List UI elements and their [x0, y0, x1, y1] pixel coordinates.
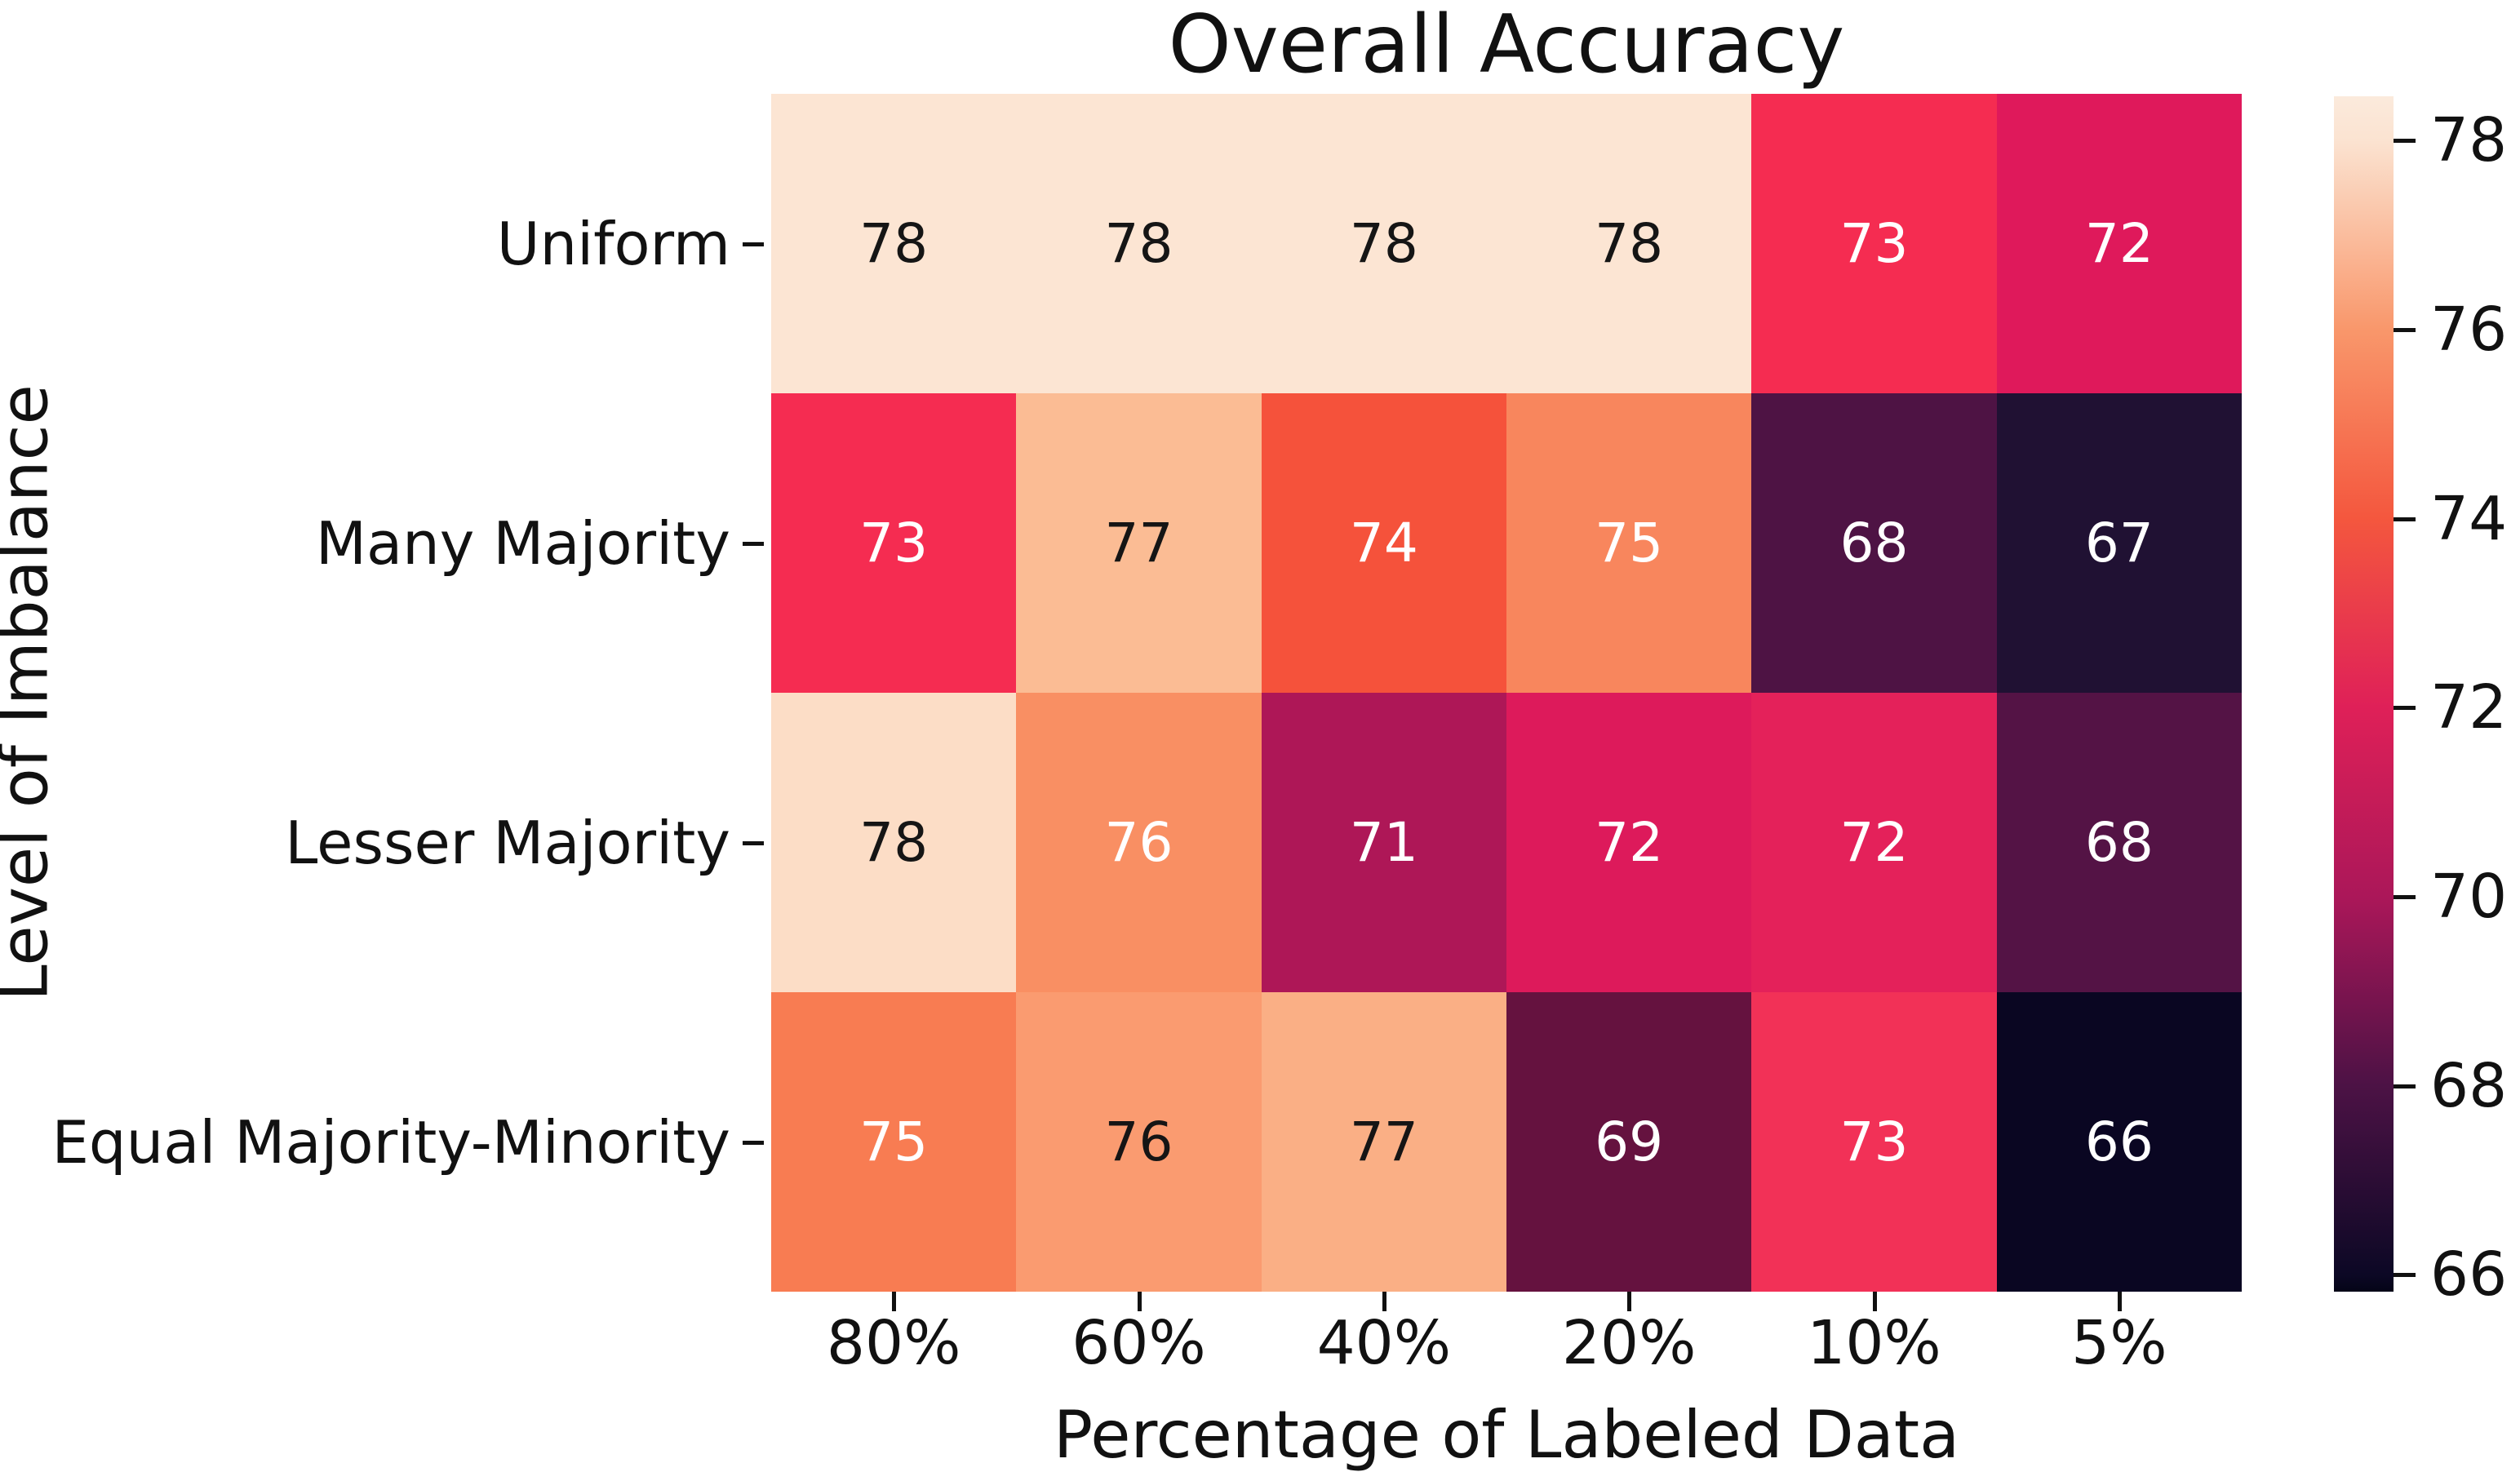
cell-value: 78 [859, 211, 929, 275]
cell-value: 74 [1349, 511, 1418, 574]
colorbar-tick-mark [2394, 894, 2416, 899]
heatmap-cell: 77 [1261, 992, 1506, 1292]
heatmap-cell: 71 [1261, 693, 1506, 992]
colorbar-tick-label: 70 [2430, 861, 2508, 932]
heatmap-grid: 78 78 78 78 73 72 73 77 74 75 68 67 78 76 71 72 72 68 75 76… [771, 94, 2242, 1292]
cell-value: 77 [1104, 511, 1173, 574]
x-tick-label: 60% [1071, 1308, 1206, 1378]
heatmap-cell: 77 [1016, 393, 1262, 693]
heatmap-cell: 72 [1506, 693, 1752, 992]
cell-value: 73 [859, 511, 929, 574]
heatmap-cell: 75 [1506, 393, 1752, 693]
x-tick-label: 20% [1561, 1308, 1697, 1378]
colorbar-tick-label: 72 [2430, 672, 2508, 743]
colorbar-tick-label: 76 [2430, 295, 2508, 366]
colorbar-tick-mark [2394, 328, 2416, 333]
cell-value: 72 [2084, 211, 2154, 275]
heatmap-cell: 78 [1261, 94, 1506, 393]
cell-value: 68 [2084, 810, 2154, 874]
cell-value: 77 [1349, 1110, 1418, 1173]
y-tick-label: Uniform [496, 209, 730, 278]
heatmap-cell: 66 [1996, 992, 2242, 1292]
cell-value: 76 [1104, 810, 1173, 874]
cell-value: 75 [859, 1110, 929, 1173]
x-axis-title: Percentage of Labeled Data [1053, 1397, 1960, 1472]
x-tick-mark [892, 1292, 897, 1311]
heatmap-cell: 76 [1016, 693, 1262, 992]
colorbar-tick-label: 66 [2430, 1239, 2508, 1310]
heatmap-cell: 78 [1506, 94, 1752, 393]
colorbar-tick-label: 74 [2430, 483, 2508, 554]
colorbar-tick-mark [2394, 706, 2416, 711]
heatmap-cell: 72 [1751, 693, 1997, 992]
x-tick-mark [2117, 1292, 2122, 1311]
heatmap-cell: 78 [771, 94, 1017, 393]
heatmap-cell: 73 [1751, 94, 1997, 393]
cell-value: 72 [1839, 810, 1909, 874]
x-tick-mark [1137, 1292, 1142, 1311]
cell-value: 72 [1595, 810, 1664, 874]
x-tick-mark [1382, 1292, 1386, 1311]
cell-value: 71 [1349, 810, 1418, 874]
cell-value: 75 [1595, 511, 1664, 574]
colorbar-tick-mark [2394, 1084, 2416, 1088]
cell-value: 66 [2084, 1110, 2154, 1173]
y-tick-mark [743, 242, 764, 246]
colorbar-tick-mark [2394, 139, 2416, 144]
heatmap-cell: 76 [1016, 992, 1262, 1292]
heatmap-cell: 68 [1751, 393, 1997, 693]
heatmap-cell: 67 [1996, 393, 2242, 693]
y-tick-label: Lesser Majority [285, 808, 730, 877]
cell-value: 69 [1595, 1110, 1664, 1173]
colorbar-tick-label: 78 [2430, 105, 2508, 176]
heatmap-cell: 74 [1261, 393, 1506, 693]
heatmap-cell: 68 [1996, 693, 2242, 992]
x-tick-label: 80% [826, 1308, 961, 1378]
cell-value: 73 [1839, 211, 1909, 275]
heatmap-cell: 69 [1506, 992, 1752, 1292]
heatmap-cell: 72 [1996, 94, 2242, 393]
heatmap-cell: 78 [771, 693, 1017, 992]
cell-value: 78 [1104, 211, 1173, 275]
heatmap-cell: 75 [771, 992, 1017, 1292]
heatmap-cell: 73 [1751, 992, 1997, 1292]
x-tick-mark [1872, 1292, 1877, 1311]
y-tick-mark [743, 541, 764, 546]
chart-title: Overall Accuracy [1168, 0, 1845, 91]
cell-value: 73 [1839, 1110, 1909, 1173]
y-tick-label: Many Majority [315, 508, 730, 578]
colorbar-gradient [2334, 96, 2394, 1292]
cell-value: 76 [1104, 1110, 1173, 1173]
x-tick-label: 10% [1807, 1308, 1941, 1378]
heatmap-cell: 78 [1016, 94, 1262, 393]
cell-value: 78 [859, 810, 929, 874]
y-tick-mark [743, 1140, 764, 1145]
y-tick-mark [743, 840, 764, 845]
x-tick-label: 40% [1316, 1308, 1452, 1378]
y-tick-label: Equal Majority-Minority [51, 1107, 730, 1177]
colorbar-tick-mark [2394, 517, 2416, 521]
cell-value: 67 [2084, 511, 2154, 574]
cell-value: 78 [1595, 211, 1664, 275]
y-axis-title: Level of Imbalance [0, 384, 63, 1001]
cell-value: 68 [1839, 511, 1909, 574]
cell-value: 78 [1349, 211, 1418, 275]
x-tick-label: 5% [2071, 1308, 2167, 1378]
colorbar-tick-mark [2394, 1273, 2416, 1278]
heatmap-cell: 73 [771, 393, 1017, 693]
colorbar-tick-label: 68 [2430, 1050, 2508, 1121]
x-tick-mark [1627, 1292, 1632, 1311]
